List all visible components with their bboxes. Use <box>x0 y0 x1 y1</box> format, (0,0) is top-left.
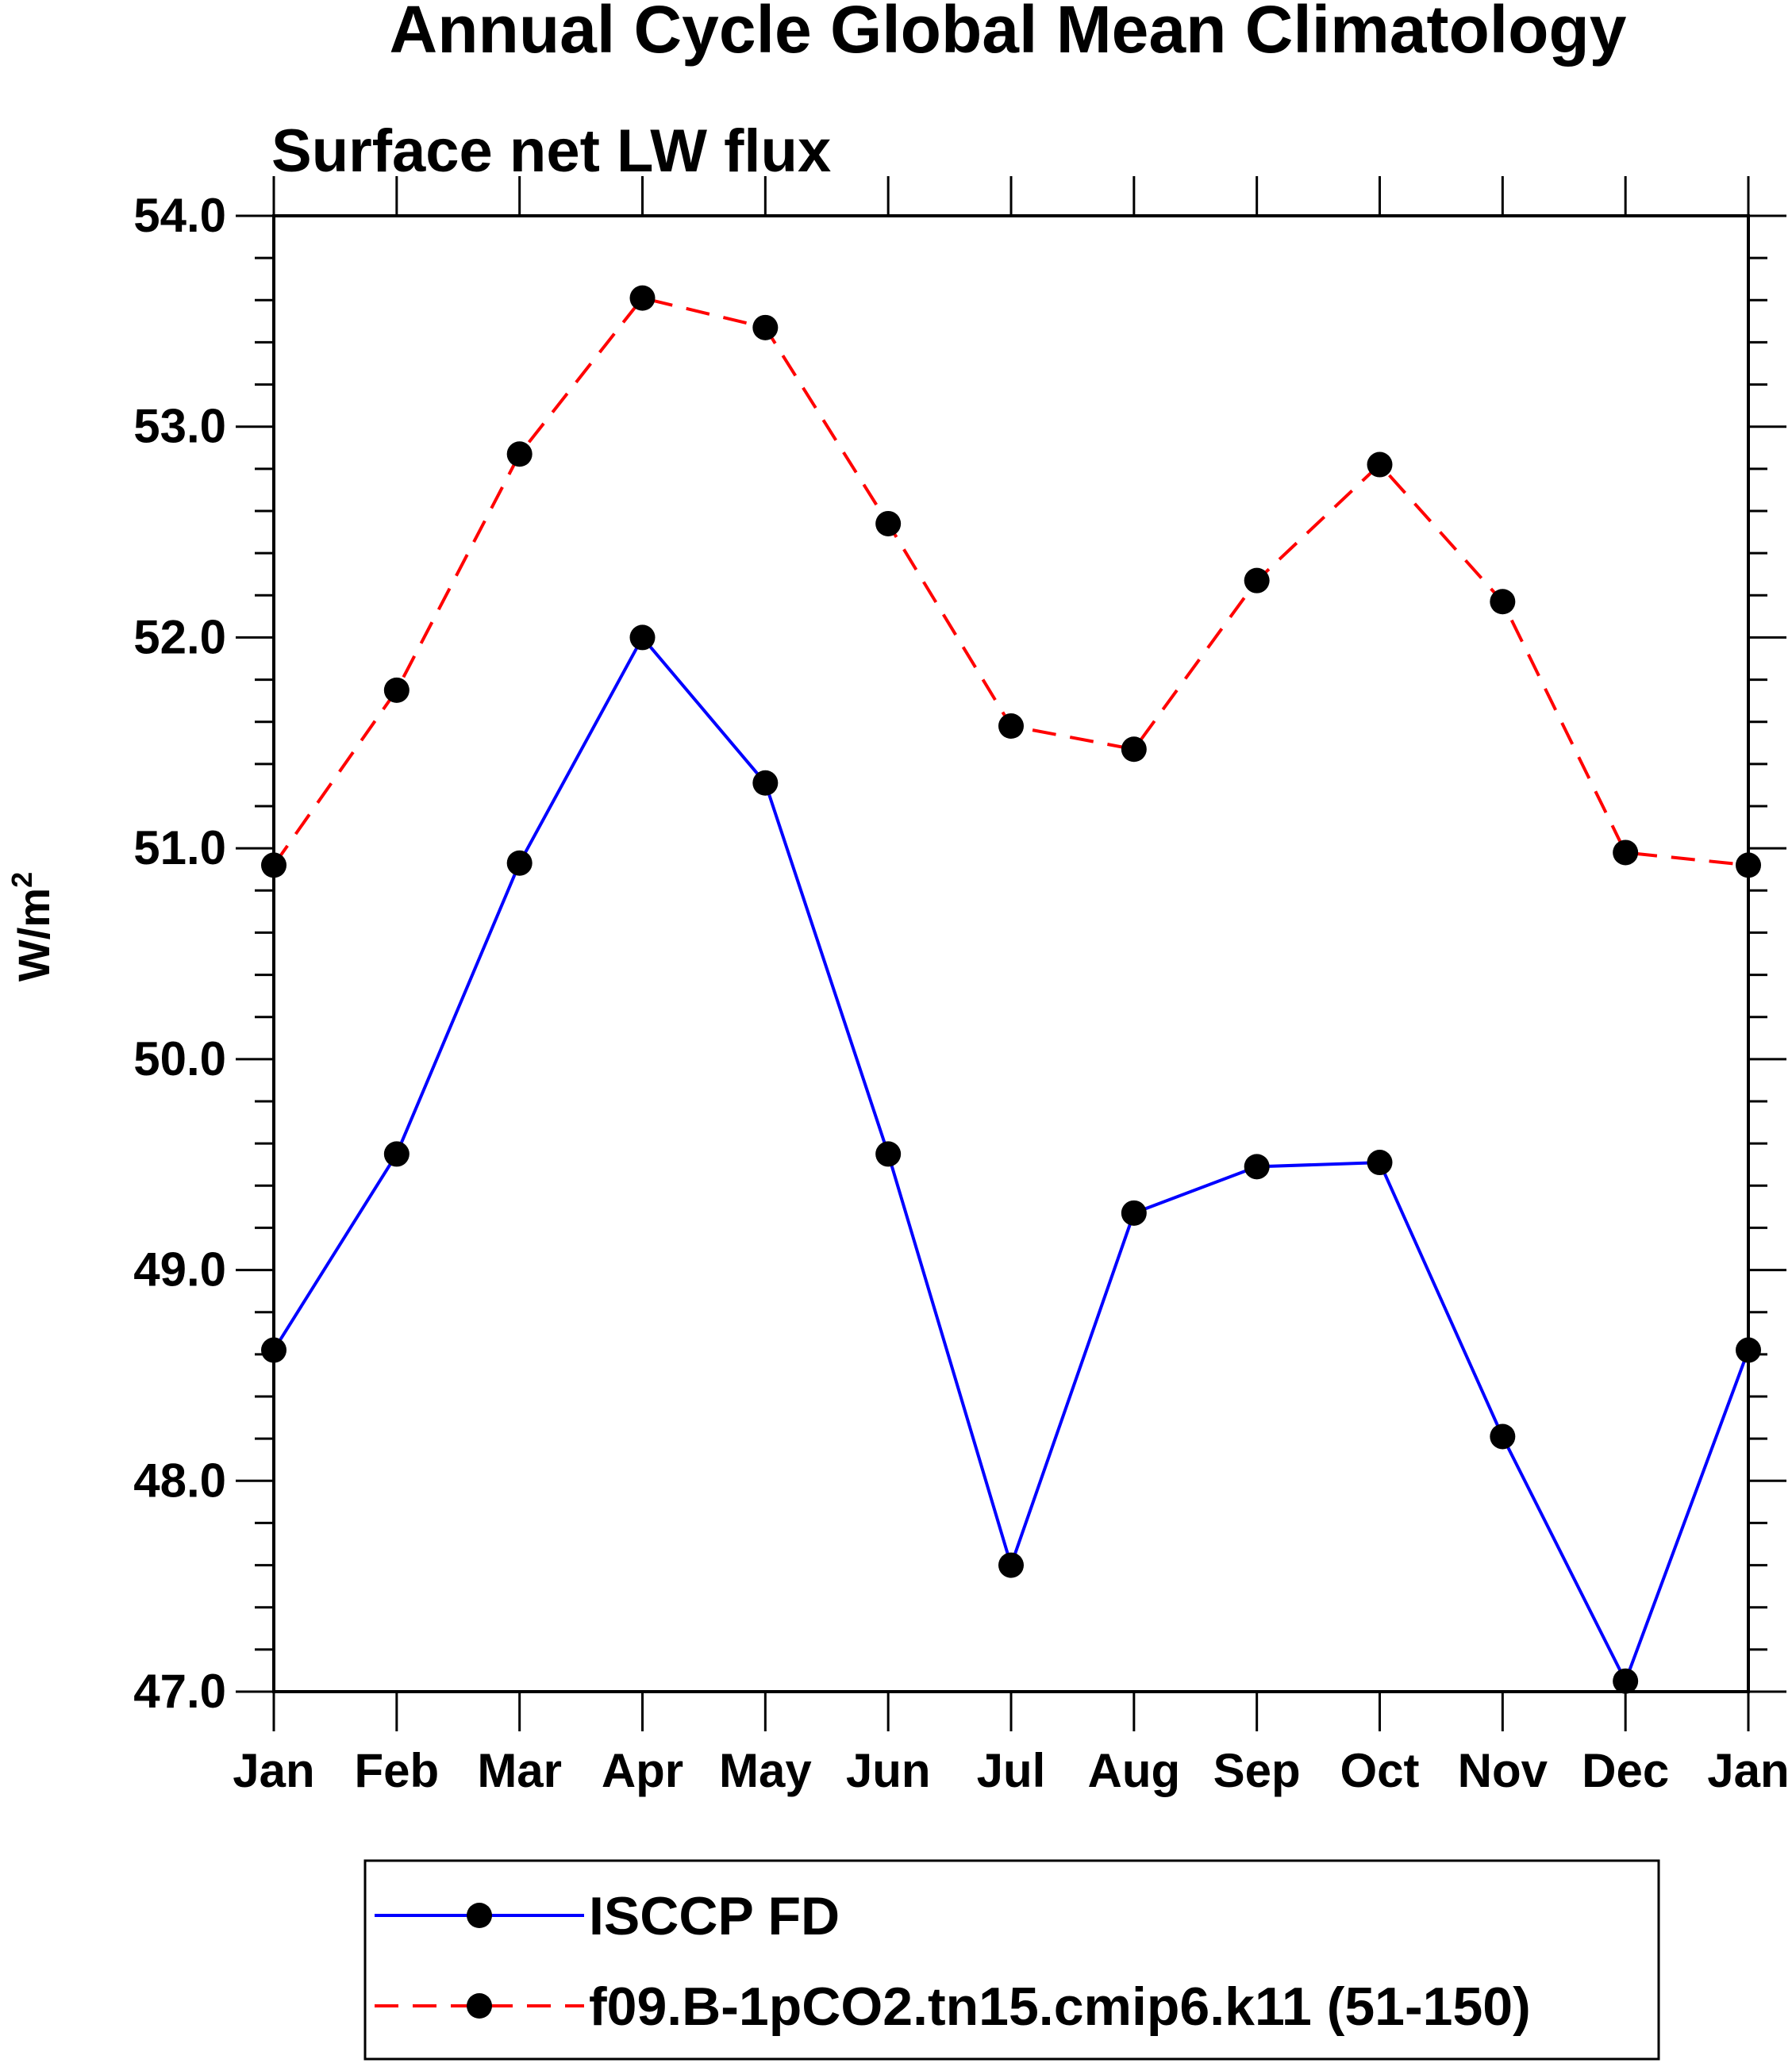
legend-box <box>363 1859 1660 2061</box>
x-tick-labels: Jan Feb Mar Apr May Jun Jul Aug Sep Oct Nov Dec Jan <box>233 1744 1789 1797</box>
series-1-point <box>261 852 286 878</box>
x-tick-label: Jul <box>977 1744 1046 1797</box>
series-line-1 <box>272 296 1749 867</box>
series-0-point <box>1736 1337 1761 1363</box>
y-tick-label: 50.0 <box>133 1032 226 1085</box>
series-layer <box>261 285 1761 1694</box>
series-0-point <box>506 850 533 876</box>
series-1-point <box>383 677 410 703</box>
y-axis-label-superscript: 2 <box>6 872 38 888</box>
svg-text:W/m2: W/m2 <box>6 872 59 982</box>
x-tick-label: May <box>719 1744 812 1797</box>
y-axis-label-text: W/m <box>9 888 59 982</box>
chart-subtitle: Surface net LW flux <box>271 117 831 185</box>
series-0-point <box>1121 1200 1147 1226</box>
series-0-point <box>1244 1154 1270 1180</box>
series-0-point <box>629 624 656 651</box>
plot-frame <box>272 214 1750 1693</box>
y-tick-label: 53.0 <box>133 400 226 453</box>
series-0-point <box>1613 1668 1639 1694</box>
series-1-point <box>629 285 656 311</box>
y-tick-label: 51.0 <box>133 821 226 874</box>
x-tick-label: Jan <box>1707 1744 1789 1797</box>
y-tick-label: 54.0 <box>133 189 226 242</box>
series-0-point <box>998 1552 1024 1578</box>
series-1-point <box>998 713 1024 740</box>
x-tick-label: Aug <box>1088 1744 1181 1797</box>
series-0-point <box>875 1141 902 1167</box>
series-0-point <box>1367 1150 1393 1176</box>
x-tick-label: Feb <box>354 1744 439 1797</box>
series-0-point <box>261 1337 286 1363</box>
series-0-point <box>383 1141 410 1167</box>
series-1-point <box>1736 852 1761 878</box>
series-0-point <box>752 770 779 796</box>
series-1-point <box>875 510 902 536</box>
series-1-point <box>1613 839 1639 866</box>
series-1-point <box>1121 736 1147 763</box>
axis-ticks <box>236 176 1786 1731</box>
legend-label-model: f09.B-1pCO2.tn15.cmip6.k11 (51-150) <box>589 1977 1531 2037</box>
y-tick-label: 49.0 <box>133 1243 226 1297</box>
x-tick-label: Nov <box>1458 1744 1548 1797</box>
x-tick-label: Mar <box>477 1744 562 1797</box>
legend-marker-model <box>467 1993 492 2019</box>
y-tick-label: 52.0 <box>133 610 226 663</box>
y-tick-labels: 47.0 48.0 49.0 50.0 51.0 52.0 53.0 54.0 <box>133 189 226 1718</box>
series-line-0 <box>272 636 1750 1683</box>
series-1-point <box>1490 589 1516 615</box>
x-tick-label: Dec <box>1582 1744 1669 1797</box>
x-tick-label: Oct <box>1340 1744 1419 1797</box>
series-1-point <box>1244 567 1270 594</box>
y-tick-label: 47.0 <box>133 1665 226 1718</box>
series-0-point <box>1490 1423 1516 1450</box>
series-1-point <box>1367 451 1393 478</box>
series-1-point <box>752 314 779 340</box>
x-tick-label: Sep <box>1213 1744 1301 1797</box>
y-axis-label: W/m2 <box>6 872 59 982</box>
series-1-point <box>506 441 533 467</box>
legend-marker-isccp <box>467 1903 492 1928</box>
x-tick-label: Jan <box>233 1744 314 1797</box>
y-tick-label: 48.0 <box>133 1454 226 1507</box>
chart-title: Annual Cycle Global Mean Climatology <box>390 0 1627 67</box>
x-tick-label: Jun <box>846 1744 931 1797</box>
legend-label-isccp: ISCCP FD <box>589 1886 840 1946</box>
x-tick-label: Apr <box>602 1744 683 1797</box>
legend: ISCCP FD f09.B-1pCO2.tn15.cmip6.k11 (51-… <box>363 1859 1660 2061</box>
